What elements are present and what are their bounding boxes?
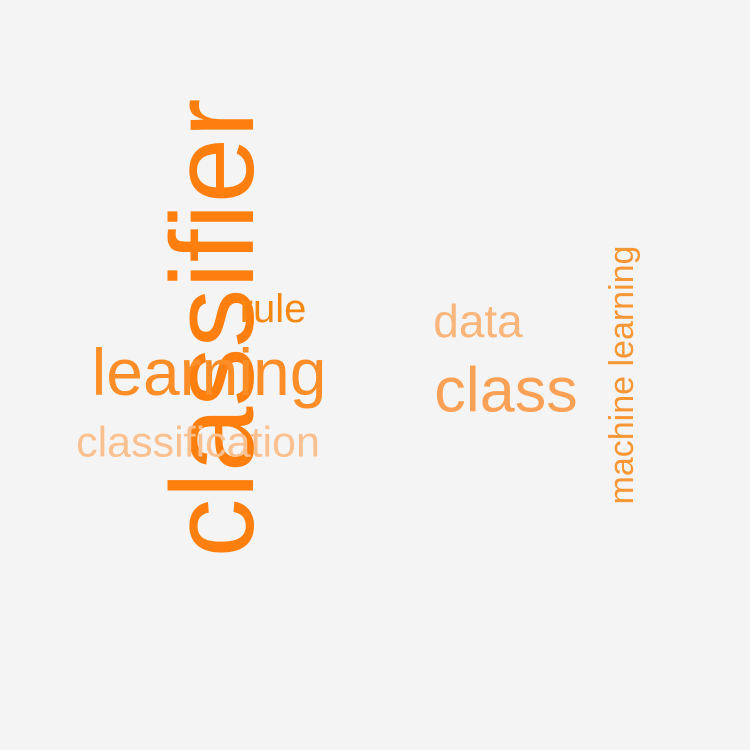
word-machine-learning: machine learning bbox=[603, 245, 641, 505]
word-class: class bbox=[434, 355, 578, 426]
word-learning: learning bbox=[91, 335, 327, 409]
word-data: data bbox=[433, 295, 523, 347]
word-classification: classification bbox=[76, 418, 320, 467]
word-rule: rule bbox=[239, 287, 307, 331]
